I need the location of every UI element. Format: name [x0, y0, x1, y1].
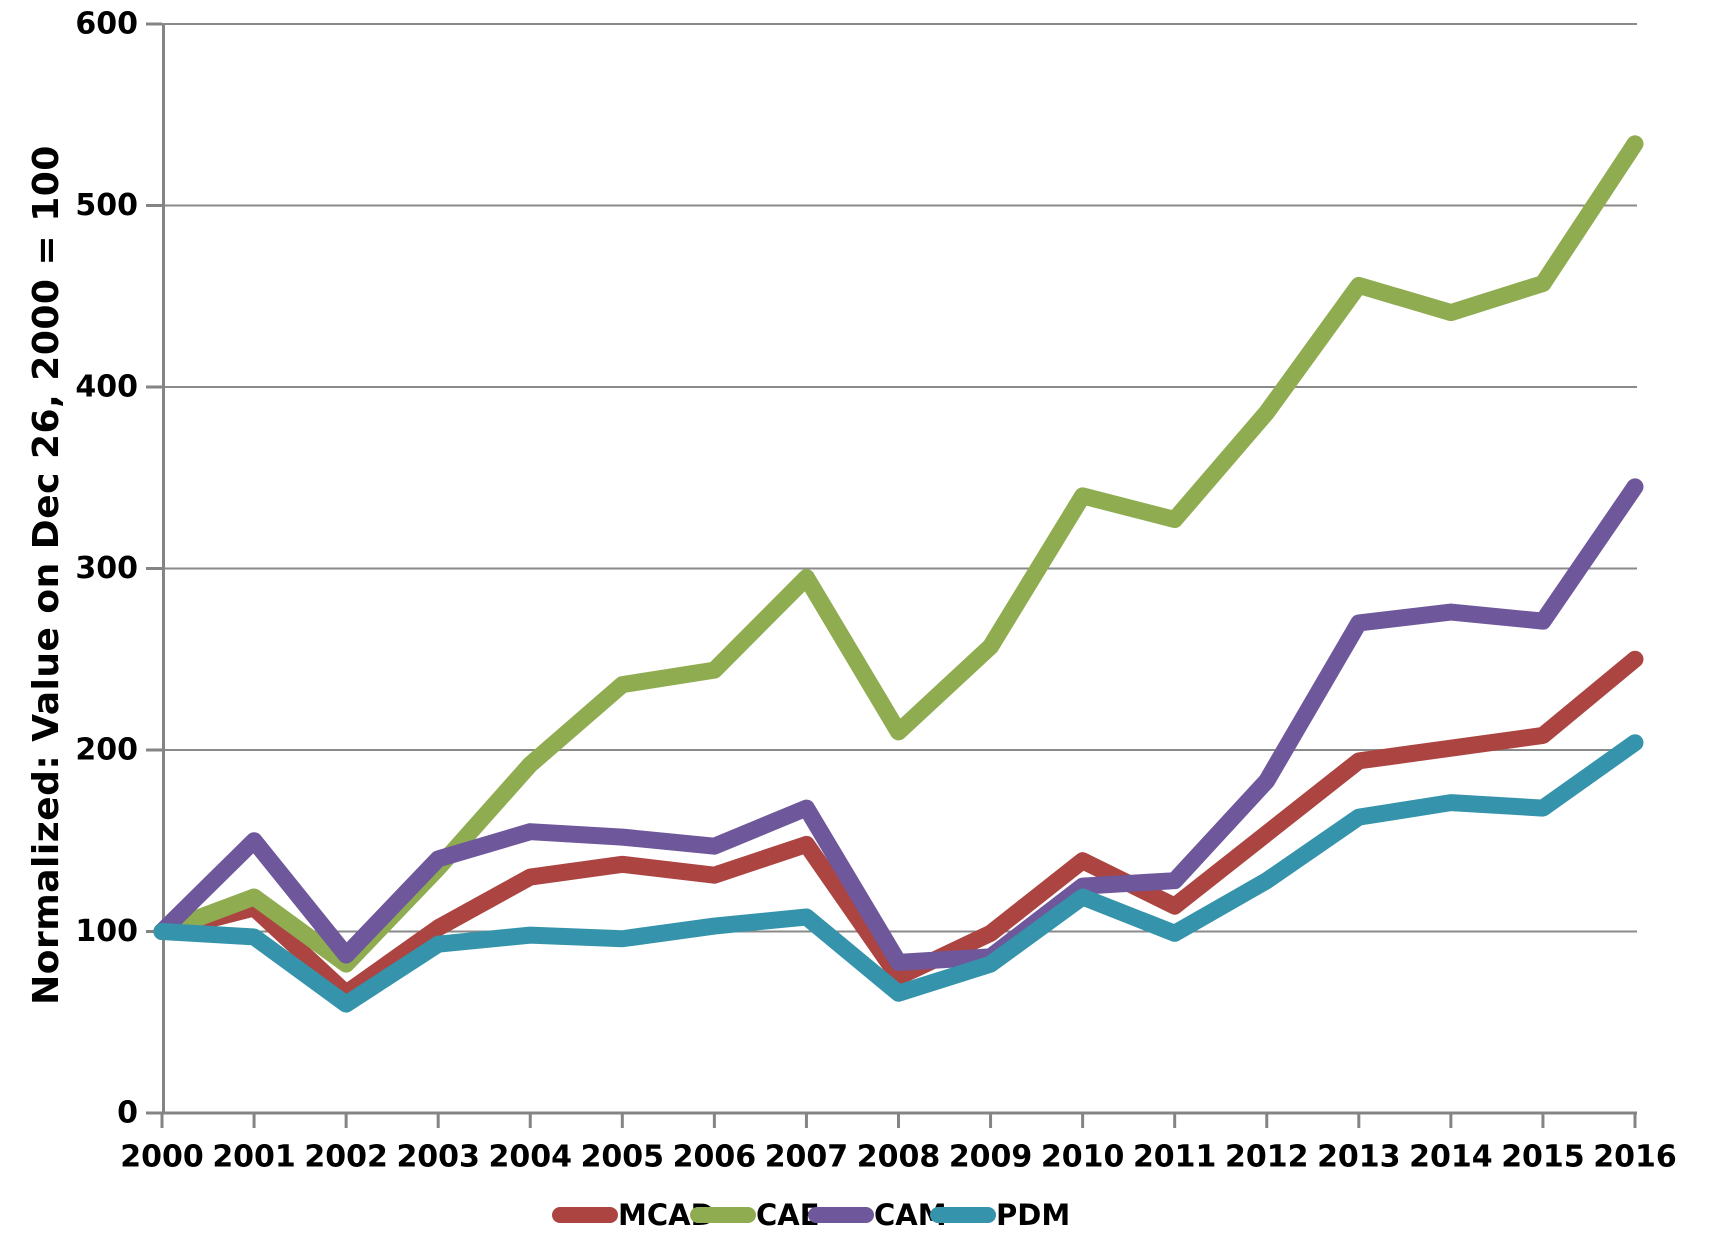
y-tick-label-100: 100 — [75, 914, 138, 949]
x-tick-label-2008: 2008 — [857, 1140, 941, 1175]
x-tick-label-2012: 2012 — [1225, 1140, 1309, 1175]
series-line-cae — [153, 135, 1644, 973]
legend-item-pdm: PDM — [930, 1198, 1070, 1232]
x-tick-label-2010: 2010 — [1041, 1140, 1125, 1175]
series-line-mcad — [153, 650, 1644, 1002]
x-tick-label-2000: 2000 — [120, 1140, 204, 1175]
x-tick-label-2003: 2003 — [396, 1140, 480, 1175]
series-line-pdm — [153, 734, 1644, 1013]
x-tick-label-2016: 2016 — [1593, 1140, 1677, 1175]
y-tick-label-600: 600 — [75, 7, 138, 42]
x-tick-label-2007: 2007 — [765, 1140, 849, 1175]
x-tick-label-2001: 2001 — [212, 1140, 296, 1175]
legend-item-cae: CAE — [690, 1198, 820, 1232]
x-tick-label-2006: 2006 — [673, 1140, 757, 1175]
legend: MCAD CAE CAM PDM — [552, 1198, 1070, 1232]
gridlines — [162, 23, 1637, 933]
y-tick-label-0: 0 — [117, 1096, 138, 1131]
y-tick-label-300: 300 — [75, 551, 138, 586]
series-line-cam — [153, 478, 1644, 971]
x-tick-label-2009: 2009 — [949, 1140, 1033, 1175]
y-axis-title: Normalized: Value on Dec 26, 2000 = 100 — [26, 145, 67, 1005]
y-tick-label-500: 500 — [75, 188, 138, 223]
x-tick-label-2004: 2004 — [489, 1140, 573, 1175]
legend-label-pdm: PDM — [996, 1198, 1070, 1232]
x-tick-label-2013: 2013 — [1317, 1140, 1401, 1175]
y-tick-label-200: 200 — [75, 733, 138, 768]
x-tick-label-2005: 2005 — [581, 1140, 665, 1175]
legend-item-cam: CAM — [808, 1198, 947, 1232]
y-tick-labels: 0 100 200 300 400 500 600 — [75, 7, 138, 1131]
y-tick-label-400: 400 — [75, 370, 138, 405]
x-tick-labels: 2000 2001 2002 2003 2004 2005 2006 2007 2008 2009… — [120, 1140, 1677, 1175]
series-lines — [153, 135, 1644, 1013]
x-tick-label-2011: 2011 — [1133, 1140, 1217, 1175]
x-tick-label-2015: 2015 — [1501, 1140, 1585, 1175]
x-tick-label-2002: 2002 — [304, 1140, 388, 1175]
x-tick-label-2014: 2014 — [1409, 1140, 1493, 1175]
